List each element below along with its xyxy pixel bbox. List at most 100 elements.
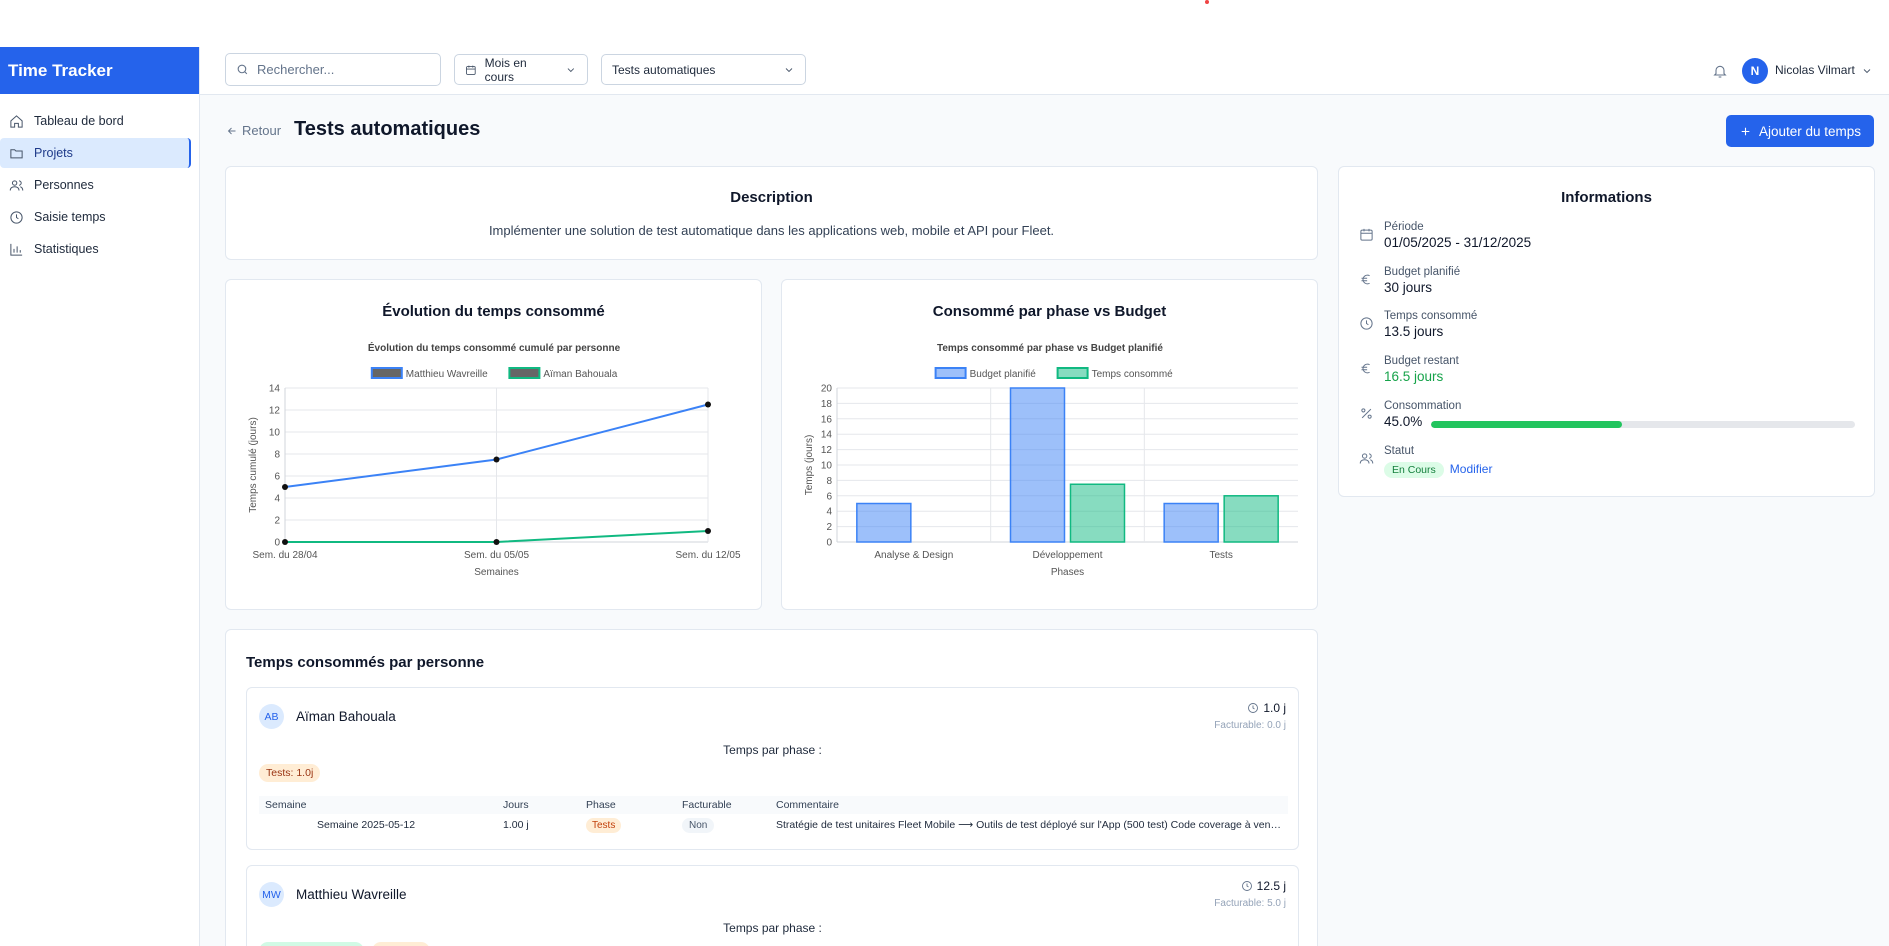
y-tick-label: 10 (821, 461, 833, 472)
search-box[interactable] (225, 53, 441, 86)
person-name: Matthieu Wavreille (296, 887, 407, 902)
chart-title: Temps consommé par phase vs Budget plani… (937, 343, 1163, 354)
clock-icon (10, 210, 23, 224)
info-remaining: Budget restant 16.5 jours (1359, 355, 1459, 384)
sidebar-item-label: Tableau de bord (34, 114, 124, 128)
phase-budget-card: Consommé par phase vs Budget Temps conso… (781, 279, 1318, 610)
chevron-down-icon (785, 67, 793, 72)
person-total: 1.0 j (1247, 701, 1286, 715)
description-card: Description Implémenter une solution de … (225, 166, 1318, 260)
app-title: Time Tracker (0, 47, 199, 94)
phase-badge (372, 942, 430, 946)
user-name[interactable]: Nicolas Vilmart (1775, 63, 1855, 77)
person-card: AB Aïman Bahouala 1.0 j Facturable: 0.0 … (246, 687, 1299, 850)
person-avatar: AB (259, 704, 284, 729)
add-time-label: Ajouter du temps (1758, 123, 1862, 139)
sidebar-item-label: Personnes (34, 178, 94, 192)
edit-status-link[interactable]: Modifier (1449, 462, 1493, 476)
clock-icon (1248, 703, 1259, 713)
x-axis-label: Phases (1051, 567, 1084, 578)
data-point (282, 539, 288, 545)
plus-icon (1741, 127, 1750, 135)
clock-icon (1241, 881, 1252, 891)
y-tick-label: 2 (274, 516, 280, 527)
phase-badge: Tests: 1.0j (259, 764, 321, 782)
period-select[interactable]: Mois en cours (454, 54, 588, 85)
search-icon (237, 64, 248, 75)
person-billable: Facturable: 0.0 j (1214, 720, 1286, 731)
notifications-button[interactable] (1712, 63, 1728, 79)
y-tick-label: 4 (274, 494, 280, 505)
legend-swatch (1056, 367, 1089, 379)
sidebar-item-label: Projets (34, 146, 73, 160)
phase-breakdown-title: Temps par phase : (723, 921, 822, 935)
users-icon (9, 179, 24, 191)
consumption-progress-bar (1431, 421, 1855, 428)
user-avatar[interactable]: N (1742, 58, 1768, 84)
y-axis-label: Temps (jours) (804, 435, 815, 496)
info-value: 13.5 jours (1384, 324, 1444, 339)
back-link[interactable]: Retour (226, 123, 281, 138)
info-status: Statut En Cours Modifier (1359, 445, 1492, 478)
info-label: Statut (1384, 445, 1415, 457)
sidebar-item-projects[interactable]: Projets (0, 138, 191, 168)
info-label: Budget restant (1384, 355, 1459, 367)
info-label: Budget planifié (1384, 266, 1461, 278)
x-tick-label: Analyse & Design (874, 550, 953, 561)
user-menu-toggle[interactable] (1861, 64, 1873, 76)
bell-icon (1713, 65, 1727, 78)
project-select[interactable]: Tests automatiques (601, 54, 806, 85)
informations-title: Informations (1561, 189, 1652, 206)
bar (1163, 502, 1219, 543)
column-header: Phase (580, 796, 676, 814)
period-select-value: Mois en cours (484, 55, 527, 84)
x-tick-label: Sem. du 28/04 (252, 550, 317, 561)
legend-swatch (934, 367, 967, 379)
chevron-down-icon (567, 67, 575, 72)
x-tick-label: Sem. du 05/05 (464, 550, 529, 561)
bar-chart: Temps consommé par phase vs Budget plani… (804, 343, 1298, 578)
arrow-left-icon (227, 127, 236, 134)
add-time-button[interactable]: Ajouter du temps (1726, 115, 1874, 147)
person-total: 12.5 j (1241, 879, 1286, 893)
info-period: Période 01/05/2025 - 31/12/2025 (1359, 221, 1531, 250)
sidebar-item-statistics[interactable]: Statistiques (0, 234, 191, 264)
consumption-progress-fill (1431, 421, 1622, 428)
page-title: Tests automatiques (294, 118, 481, 140)
column-header: Commentaire (770, 796, 1288, 814)
bar-chart-icon (10, 243, 23, 256)
data-point (705, 528, 711, 534)
person-billable: Facturable: 5.0 j (1214, 898, 1286, 909)
chart-card-title: Consommé par phase vs Budget (932, 303, 1167, 320)
description-text: Implémenter une solution de test automat… (488, 223, 1055, 238)
data-point (493, 539, 500, 545)
sidebar-item-time-entry[interactable]: Saisie temps (0, 202, 191, 232)
person-avatar: MW (259, 882, 284, 907)
info-consumed: Temps consommé 13.5 jours (1359, 310, 1477, 339)
legend-swatch (370, 367, 403, 379)
legend-swatch (508, 367, 541, 379)
y-tick-label: 0 (274, 538, 280, 549)
legend-label: Budget planifié (970, 369, 1037, 380)
y-tick-label: 4 (826, 507, 832, 518)
users-icon (1359, 453, 1374, 464)
sidebar-item-dashboard[interactable]: Tableau de bord (0, 106, 191, 136)
description-title: Description (730, 189, 813, 206)
info-label: Consommation (1384, 400, 1462, 412)
informations-card: Informations Période 01/05/2025 - 31/12/… (1338, 166, 1875, 497)
sidebar-item-people[interactable]: Personnes (0, 170, 191, 200)
phase-breakdown-title: Temps par phase : (723, 743, 822, 757)
person-total-value: 12.5 j (1256, 879, 1286, 893)
y-axis-label: Temps cumulé (jours) (248, 417, 259, 513)
info-value: 30 jours (1384, 280, 1433, 295)
euro-icon (1361, 274, 1370, 285)
chevron-down-icon (1863, 69, 1871, 74)
x-axis-label: Semaines (474, 567, 518, 578)
person-name: Aïman Bahouala (296, 709, 396, 724)
red-dot-marker (1205, 0, 1209, 4)
table-row: Semaine 2025-05-12 1.00 j Tests Non Stra… (259, 814, 1288, 836)
euro-icon (1361, 363, 1370, 374)
search-input[interactable] (257, 62, 427, 77)
sidebar-item-label: Statistiques (34, 242, 99, 256)
bar (856, 502, 912, 543)
